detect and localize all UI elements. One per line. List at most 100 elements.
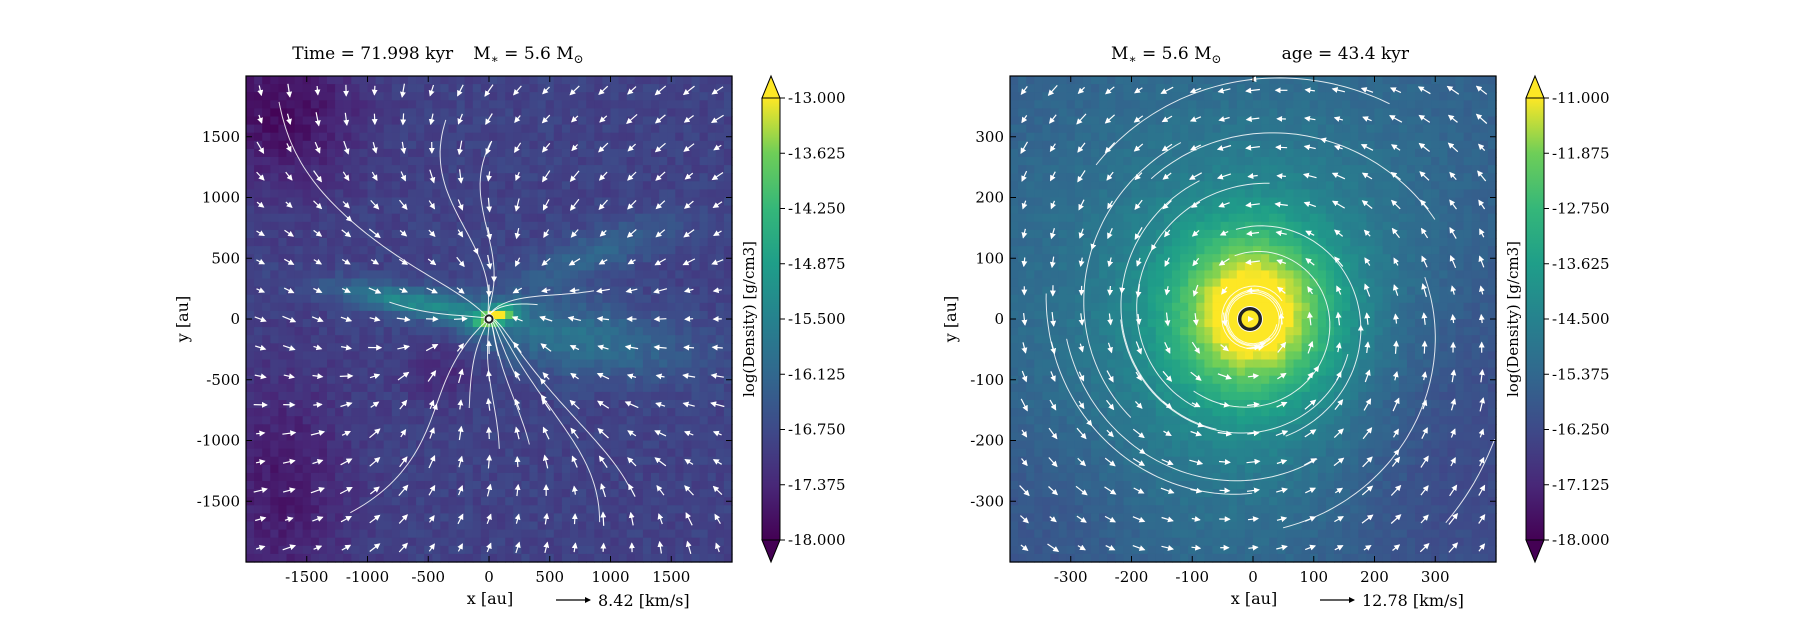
density-cell <box>497 553 506 563</box>
density-cell <box>1082 205 1092 215</box>
density-cell <box>359 505 369 514</box>
density-cell <box>489 440 498 450</box>
density-cell <box>351 213 360 223</box>
density-cell <box>1228 148 1238 158</box>
density-cell <box>1220 205 1230 215</box>
density-cell <box>1358 132 1367 142</box>
density-cell <box>367 213 377 223</box>
density-cell <box>570 108 579 118</box>
density-cell <box>448 181 458 190</box>
density-cell <box>602 254 612 263</box>
density-cell <box>586 343 595 352</box>
density-cell <box>1139 108 1149 118</box>
density-cell <box>262 553 271 563</box>
density-cell <box>675 254 684 263</box>
density-cell <box>602 140 612 150</box>
density-cell <box>1253 100 1262 109</box>
density-cell <box>375 497 385 506</box>
density-cell <box>667 416 676 425</box>
density-cell <box>270 472 279 482</box>
density-cell <box>456 246 466 255</box>
density-cell <box>659 286 668 296</box>
density-cell <box>367 310 377 320</box>
density-cell <box>1447 108 1457 118</box>
density-cell <box>642 205 652 215</box>
density-cell <box>602 294 612 304</box>
density-cell <box>262 157 271 166</box>
density-cell <box>505 100 514 109</box>
density-cell <box>1431 189 1440 199</box>
density-cell <box>715 221 725 231</box>
density-cell <box>456 553 466 563</box>
density-cell <box>310 173 320 182</box>
density-cell <box>456 383 466 393</box>
density-cell <box>642 84 652 93</box>
density-cell <box>327 327 336 336</box>
velocity-arrow <box>626 113 638 125</box>
density-cell <box>1058 173 1068 182</box>
density-cell <box>1131 157 1141 166</box>
density-cell <box>659 448 668 458</box>
density-cell <box>1034 197 1043 207</box>
density-cell <box>1301 100 1311 109</box>
density-cell <box>1034 92 1043 101</box>
velocity-arrow <box>369 543 381 552</box>
density-cell <box>367 456 377 466</box>
density-cell <box>262 286 271 296</box>
density-cell <box>586 537 595 547</box>
density-cell <box>464 76 474 85</box>
density-cell <box>715 351 725 361</box>
density-cell <box>278 375 288 385</box>
density-cell <box>699 165 709 174</box>
density-cell <box>545 513 555 523</box>
density-cell <box>707 108 717 118</box>
density-cell <box>464 456 474 466</box>
velocity-arrow <box>282 345 296 351</box>
density-cell <box>1220 116 1230 126</box>
density-cell <box>683 76 693 85</box>
density-cell <box>383 132 393 142</box>
density-cell <box>1091 76 1100 85</box>
density-cell <box>1285 165 1295 174</box>
density-cell <box>497 537 506 547</box>
density-cell <box>424 351 433 361</box>
density-cell <box>723 335 733 344</box>
density-cell <box>383 553 393 563</box>
density-cell <box>424 440 433 450</box>
density-cell <box>1479 132 1489 142</box>
density-cell <box>472 294 482 304</box>
density-cell <box>1406 148 1416 158</box>
density-cell <box>302 181 312 190</box>
density-cell <box>537 448 547 458</box>
density-cell <box>1398 108 1408 118</box>
density-cell <box>262 335 271 344</box>
velocity-arrow <box>341 544 352 551</box>
density-cell <box>367 205 377 215</box>
density-cell <box>1334 132 1343 142</box>
density-cell <box>416 108 425 118</box>
density-cell <box>626 375 636 385</box>
density-cell <box>464 464 474 474</box>
density-cell <box>351 367 360 377</box>
density-cell <box>715 464 725 474</box>
density-cell <box>367 335 377 344</box>
density-cell <box>318 335 328 344</box>
density-cell <box>618 76 628 85</box>
density-cell <box>1091 92 1100 101</box>
density-cell <box>618 148 628 158</box>
density-cell <box>391 505 401 514</box>
density-cell <box>327 367 336 377</box>
density-cell <box>537 270 547 280</box>
density-cell <box>610 76 620 85</box>
density-cell <box>667 173 676 182</box>
density-cell <box>351 335 360 344</box>
density-cell <box>310 408 320 417</box>
density-cell <box>489 148 498 158</box>
density-cell <box>351 464 360 474</box>
density-cell <box>586 140 595 150</box>
density-cell <box>513 254 522 263</box>
density-cell <box>675 148 684 158</box>
density-cell <box>659 254 668 263</box>
density-cell <box>351 124 360 134</box>
density-cell <box>1066 173 1076 182</box>
